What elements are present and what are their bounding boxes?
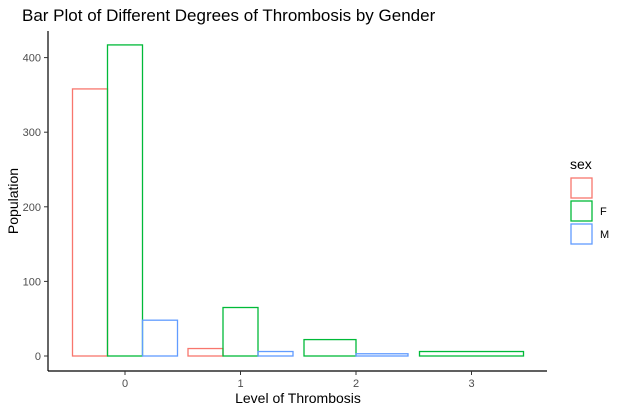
y-axis-title: Population [5,168,21,234]
bar-0-1 [106,44,144,357]
bar-1-1 [222,306,259,357]
chart-title: Bar Plot of Different Degrees of Thrombo… [22,6,436,25]
bar-2-2 [355,353,409,357]
y-axis-ticks: 0 100 200 300 400 [23,53,48,363]
y-tick-label: 300 [23,127,41,139]
bar-2-1 [303,338,357,357]
y-tick-label: 0 [35,351,41,363]
legend-key [570,177,593,199]
bar-3-1 [418,350,525,357]
x-axis-ticks: 0 1 2 3 [122,371,475,390]
legend-key [570,223,593,245]
legend-label: M [600,229,609,241]
y-tick-label: 200 [23,202,41,214]
legend-title: sex [570,156,592,172]
legend-label: F [600,206,607,218]
x-tick-label: 3 [468,378,474,390]
bar-0-2 [141,319,179,357]
x-axis-title: Level of Thrombosis [235,390,361,406]
y-tick-label: 100 [23,276,41,288]
x-tick-label: 2 [353,378,359,390]
y-tick-label: 400 [23,53,41,65]
x-tick-label: 1 [237,378,243,390]
bar-1-0 [187,347,224,357]
bar-1-2 [257,350,294,357]
legend-key [570,200,593,222]
bar-0-0 [71,88,109,357]
legend: sex FM [570,156,609,245]
plot-area [71,44,525,357]
x-tick-label: 0 [122,378,128,390]
